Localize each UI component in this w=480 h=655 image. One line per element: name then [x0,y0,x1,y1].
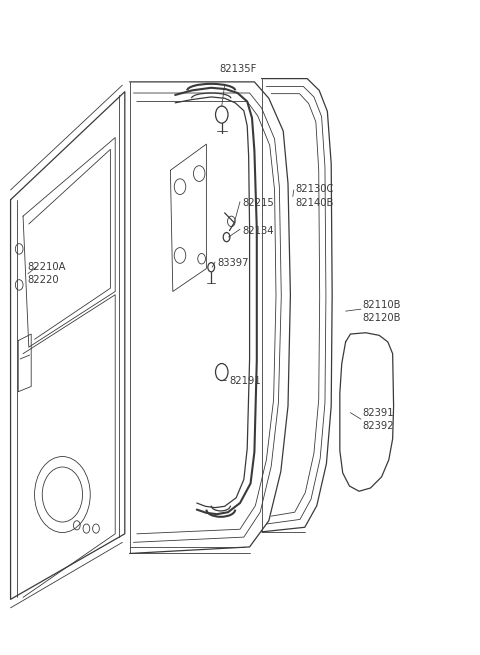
Text: 82140B: 82140B [295,198,334,208]
Text: 82220: 82220 [28,275,60,286]
Text: 83397: 83397 [217,258,249,269]
Text: 82110B: 82110B [362,299,401,310]
Text: 82191: 82191 [229,376,261,386]
Text: 82210A: 82210A [28,262,66,272]
Text: 82391: 82391 [362,407,394,418]
Text: 82130C: 82130C [295,183,334,194]
Text: 82120B: 82120B [362,312,401,323]
Text: 82134: 82134 [242,225,274,236]
Text: 82392: 82392 [362,421,394,431]
Text: 82135F: 82135F [219,64,256,74]
Text: 82215: 82215 [242,198,274,208]
